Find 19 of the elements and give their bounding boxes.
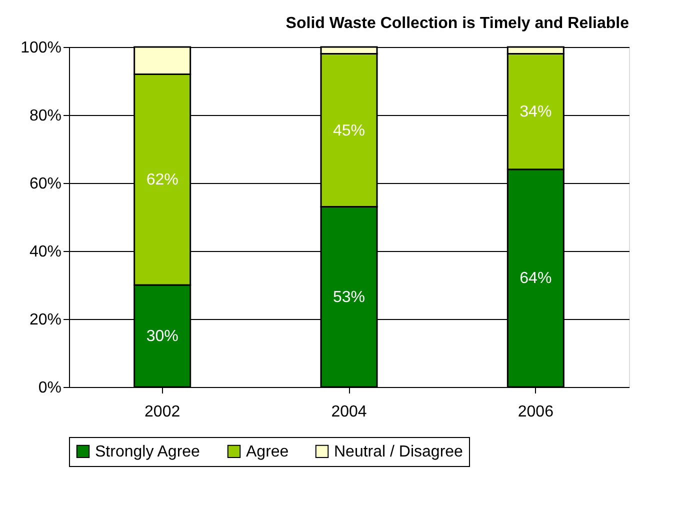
y-tick-label: 20% xyxy=(29,312,62,328)
data-label: 30% xyxy=(146,328,178,345)
data-label: 53% xyxy=(332,288,366,306)
data-label: 62% xyxy=(146,172,178,189)
legend-label: Agree xyxy=(246,443,289,460)
x-tick-label: 2004 xyxy=(331,404,367,420)
chart-title: Solid Waste Collection is Timely and Reliable xyxy=(286,15,630,32)
y-tick-label: 80% xyxy=(29,108,62,124)
legend-label: Neutral / Disagree xyxy=(334,443,464,460)
x-tick-label: 2002 xyxy=(144,404,180,420)
data-label: 64% xyxy=(520,270,552,288)
x-tick-label: 2006 xyxy=(518,404,554,420)
y-tick-label: 100% xyxy=(20,40,62,56)
y-tick-label: 40% xyxy=(29,244,62,260)
data-label: 45% xyxy=(332,122,366,140)
y-tick-label: 60% xyxy=(29,176,62,192)
data-label: 34% xyxy=(520,104,552,121)
legend-label: Strongly Agree xyxy=(95,443,200,460)
y-tick-label: 0% xyxy=(38,380,62,396)
